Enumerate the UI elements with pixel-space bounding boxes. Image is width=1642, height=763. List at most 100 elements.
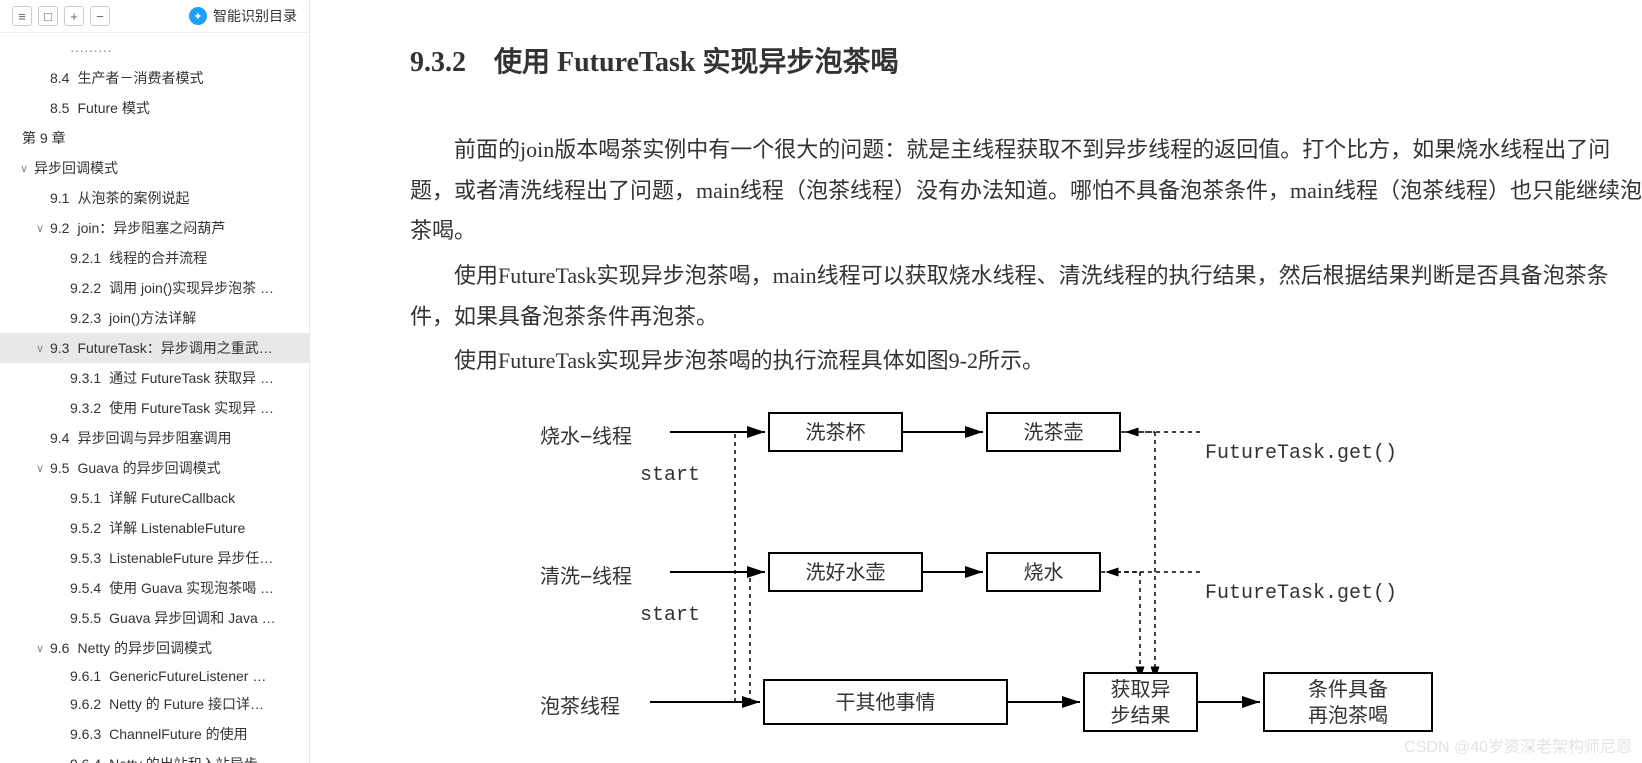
toc-item-number: 9.2.2 <box>70 280 101 296</box>
toc-item-number: 9.3.1 <box>70 370 101 386</box>
box-wash-pot: 洗茶壶 <box>986 412 1121 452</box>
toc-item-label: Guava 异步回调和 Java … <box>109 608 276 628</box>
toc-item-number: 8.4 <box>50 70 69 86</box>
toc-item[interactable]: ∨9.3FutureTask：异步调用之重武… <box>0 333 309 363</box>
toc-item-label: Netty 的异步回调模式 <box>77 638 212 658</box>
toc-item[interactable]: 9.4异步回调与异步阻塞调用 <box>0 423 309 453</box>
paragraph-2: 使用FutureTask实现异步泡茶喝，main线程可以获取烧水线程、清洗线程的… <box>410 256 1642 337</box>
toc-item[interactable]: 9.6.1 GenericFutureListener … <box>0 663 309 689</box>
section-heading: 使用 FutureTask 实现异步泡茶喝 <box>494 47 899 78</box>
section-title: 9.3.2 使用 FutureTask 实现异步泡茶喝 <box>410 40 1642 80</box>
content-area: 9.3.2使用 FutureTask 实现异步泡茶喝 前面的join版本喝茶实例… <box>310 0 1642 763</box>
toc-item[interactable]: 9.5.3 ListenableFuture 异步任… <box>0 543 309 573</box>
box-make-tea: 条件具备 再泡茶喝 <box>1263 672 1433 732</box>
toc-item[interactable]: 8.4 生产者－消费者模式 <box>0 63 309 93</box>
box-wash-kettle: 洗好水壶 <box>768 552 923 592</box>
toc-toggle-button[interactable]: □ <box>38 6 58 26</box>
toc-item-label: join()方法详解 <box>109 308 196 328</box>
get1-label: FutureTask.get() <box>1205 442 1397 465</box>
toc-item[interactable]: ∨9.2 join：异步阻塞之闷葫芦 <box>0 213 309 243</box>
toc-item-number: 8.5 <box>50 100 69 116</box>
smart-toc-icon: ✦ <box>189 7 207 25</box>
thread2-label: 清洗−线程 <box>540 560 632 589</box>
toc-expand-button[interactable]: + <box>64 6 84 26</box>
toc-item[interactable]: ∨9.5 Guava 的异步回调模式 <box>0 453 309 483</box>
toc-item[interactable]: 9.5.5 Guava 异步回调和 Java … <box>0 603 309 633</box>
chevron-icon: ∨ <box>36 222 50 235</box>
chevron-icon: ∨ <box>20 162 34 175</box>
toc-item[interactable]: 第 9 章 <box>0 123 309 153</box>
toc-item-label: Netty 的出站和入站异步 … <box>109 754 275 763</box>
toc-item-label: 使用 Guava 实现泡茶喝 … <box>109 578 274 598</box>
toc-item-number: 9.2.1 <box>70 250 101 266</box>
toc-list-button[interactable]: ≡ <box>12 6 32 26</box>
paragraph-3: 使用FutureTask实现异步泡茶喝的执行流程具体如图9-2所示。 <box>410 341 1642 382</box>
thread1-start: start <box>640 464 700 487</box>
box-do-other: 干其他事情 <box>763 679 1008 725</box>
toc-item-label: ListenableFuture 异步任… <box>109 548 273 568</box>
toc-item-number: 9.5.4 <box>70 580 101 596</box>
box-boil-water: 烧水 <box>986 552 1101 592</box>
toc-item-number: 9.6.4 <box>70 756 101 763</box>
toc-item-number: 9.6.2 <box>70 696 101 712</box>
smart-toc-button[interactable]: ✦ 智能识别目录 <box>189 6 297 26</box>
toc-item-label: 详解 ListenableFuture <box>109 518 245 538</box>
toc-item-number: 9.5.3 <box>70 550 101 566</box>
toc-item[interactable]: 9.6.3 ChannelFuture 的使用 <box>0 719 309 749</box>
chevron-icon: ∨ <box>36 342 50 355</box>
toc-item[interactable]: 9.2.3 join()方法详解 <box>0 303 309 333</box>
toc-item-number: 9.3 <box>50 340 69 356</box>
toc-item-label: ChannelFuture 的使用 <box>109 724 248 744</box>
toc-item-label: 详解 FutureCallback <box>109 488 235 508</box>
toc-item-label: 线程的合并流程 <box>109 248 207 268</box>
toc-item[interactable]: ········· <box>0 37 309 63</box>
thread1-label: 烧水−线程 <box>540 420 632 449</box>
toc-collapse-button[interactable]: − <box>90 6 110 26</box>
watermark: CSDN @40岁资深老架构师尼恩 <box>1404 733 1632 757</box>
toc-item-number: 9.5.1 <box>70 490 101 506</box>
toc-item[interactable]: 9.6.4 Netty 的出站和入站异步 … <box>0 749 309 763</box>
thread2-start: start <box>640 604 700 627</box>
toc-item-label: Guava 的异步回调模式 <box>77 458 220 478</box>
toc-item-label: 从泡茶的案例说起 <box>77 188 189 208</box>
toc-item-label: join：异步阻塞之闷葫芦 <box>77 218 225 238</box>
toc-item-number: 9.4 <box>50 430 69 446</box>
toc-item[interactable]: 8.5 Future 模式 <box>0 93 309 123</box>
sidebar: ≡ □ + − ✦ 智能识别目录 ·········8.4生产者－消费者模式8.… <box>0 0 310 763</box>
toc-item-number: 9.5.5 <box>70 610 101 626</box>
toc-item[interactable]: 9.3.1 通过 FutureTask 获取异 … <box>0 363 309 393</box>
toc-item[interactable]: ∨9.6Netty 的异步回调模式 <box>0 633 309 663</box>
toc-item[interactable]: 9.5.4 使用 Guava 实现泡茶喝 … <box>0 573 309 603</box>
section-number: 9.3.2 <box>410 47 466 78</box>
toc-item-number: 9.6.1 <box>70 668 101 684</box>
toc-item[interactable]: 9.5.2详解 ListenableFuture <box>0 513 309 543</box>
toc-item[interactable]: 9.1从泡茶的案例说起 <box>0 183 309 213</box>
box-wash-cup: 洗茶杯 <box>768 412 903 452</box>
smart-toc-label: 智能识别目录 <box>213 6 297 26</box>
toc-item-label: 异步回调模式 <box>34 158 118 178</box>
chevron-icon: ∨ <box>36 462 50 475</box>
toc-item-number: 9.6.3 <box>70 726 101 742</box>
toc-item[interactable]: 9.3.2使用 FutureTask 实现异 … <box>0 393 309 423</box>
toc-item[interactable]: 9.2.2 调用 join()实现异步泡茶 … <box>0 273 309 303</box>
thread3-label: 泡茶线程 <box>540 690 620 719</box>
toc-item-label: 通过 FutureTask 获取异 … <box>109 368 274 388</box>
toc-item-label: Future 模式 <box>77 98 149 118</box>
toc-item-label: GenericFutureListener … <box>109 668 266 684</box>
toc-item[interactable]: 9.6.2 Netty 的 Future 接口详… <box>0 689 309 719</box>
toc-item-label: 第 9 章 <box>22 128 66 148</box>
toc-item[interactable]: ∨异步回调模式 <box>0 153 309 183</box>
toc-item-label: Netty 的 Future 接口详… <box>109 694 264 714</box>
box-get-result: 获取异 步结果 <box>1083 672 1198 732</box>
toc-item[interactable]: 9.5.1 详解 FutureCallback <box>0 483 309 513</box>
toc-item[interactable]: 9.2.1 线程的合并流程 <box>0 243 309 273</box>
toc-item-number: 9.2.3 <box>70 310 101 326</box>
toc-item-number: 9.2 <box>50 220 69 236</box>
toc-item-number: 9.3.2 <box>70 400 101 416</box>
toc-item-label: 调用 join()实现异步泡茶 … <box>109 278 274 298</box>
toc-item-number: 9.5 <box>50 460 69 476</box>
get2-label: FutureTask.get() <box>1205 582 1397 605</box>
flowchart-diagram: 烧水−线程 start 洗茶杯 洗茶壶 FutureTask.get() 清洗−… <box>540 402 1500 762</box>
toc-item-label: 生产者－消费者模式 <box>77 68 203 88</box>
sidebar-header: ≡ □ + − ✦ 智能识别目录 <box>0 0 309 33</box>
